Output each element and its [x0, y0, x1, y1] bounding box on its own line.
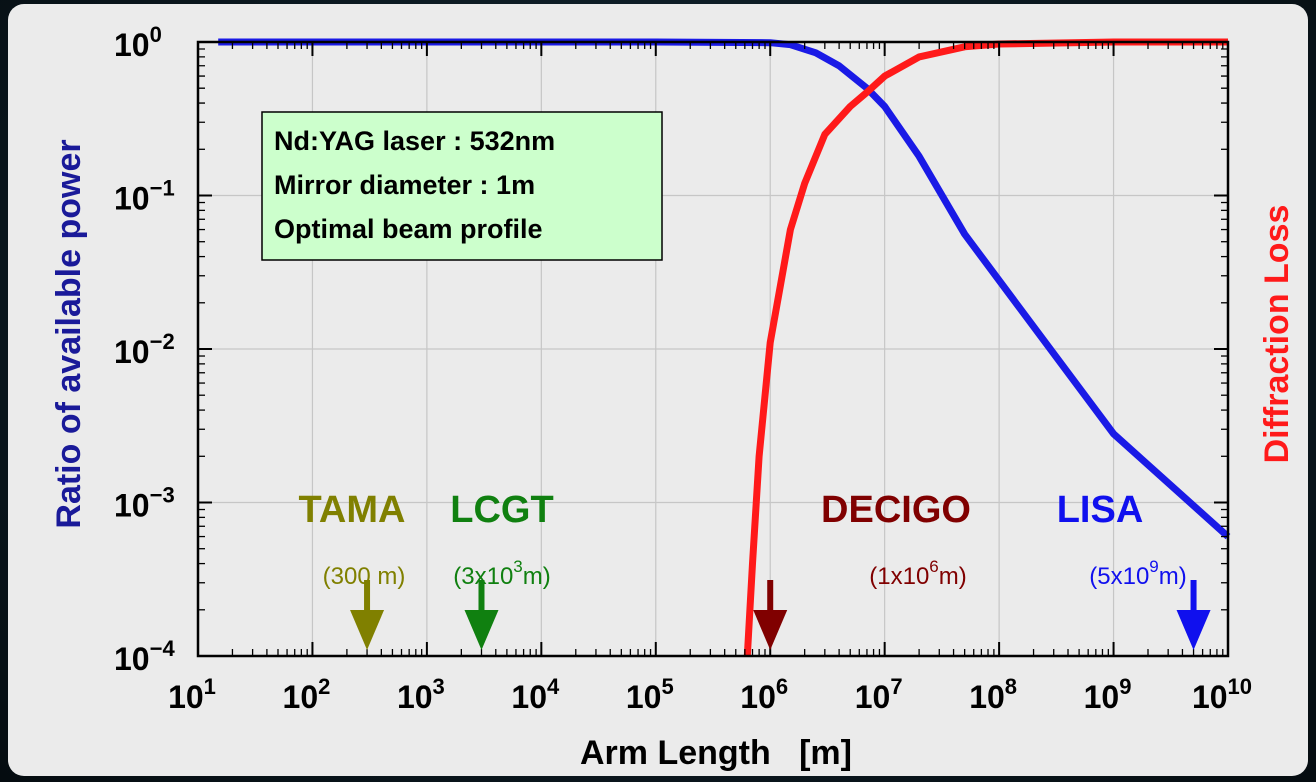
annotation-arrow-head [753, 610, 788, 650]
annotation-name: DECIGO [821, 489, 971, 531]
chart-svg: 101 102 103 104 105 106 107 108 109 1010 100 10−1 10… [50, 22, 1296, 772]
chart-panel: 101 102 103 104 105 106 107 108 109 1010 100 10−1 10… [8, 4, 1308, 776]
annotation-lisa: LISA (5x109m) [1057, 489, 1211, 650]
info-line-profile: Optimal beam profile [274, 214, 543, 244]
x-tick-label: 104 [511, 674, 560, 715]
annotation-sub: (3x103m) [453, 557, 551, 590]
x-tick-label: 1010 [1192, 674, 1252, 715]
x-tick-label: 107 [855, 674, 903, 715]
annotation-sub: (300 m) [323, 563, 406, 590]
annotation-arrow-head [464, 610, 499, 650]
x-axis-label: Arm Length [m] [580, 734, 852, 772]
y-tick-label: 10−2 [114, 329, 175, 370]
y-tick-label: 100 [114, 22, 162, 63]
y-tick-label: 10−1 [114, 176, 175, 217]
y-tick-label: 10−3 [114, 483, 175, 524]
info-box: Nd:YAG laser : 532nm Mirror diameter : 1… [261, 111, 663, 261]
x-tick-label: 109 [1084, 674, 1132, 715]
x-tick-label: 103 [397, 674, 445, 715]
annotation-arrow-head [1176, 610, 1211, 650]
y-axis-label-right: Diffraction Loss [1258, 205, 1296, 464]
annotations: TAMA (300 m) LCGT (3x103m) DECIGO (1x106m) LIS… [299, 489, 1211, 650]
y-tick-label: 10−4 [114, 636, 175, 677]
x-tick-label: 108 [969, 674, 1017, 715]
x-tick-label: 102 [283, 674, 331, 715]
annotation-tama: TAMA (300 m) [299, 489, 406, 650]
annotation-name: TAMA [299, 489, 406, 531]
annotation-sub: (1x106m) [869, 557, 967, 590]
y-axis-label-left: Ratio of available power [50, 139, 88, 528]
annotation-lcgt: LCGT (3x103m) [450, 489, 554, 650]
info-line-mirror: Mirror diameter : 1m [274, 170, 535, 200]
annotation-sub: (5x109m) [1089, 557, 1187, 590]
x-tick-label: 105 [626, 674, 674, 715]
annotation-arrow-head [350, 610, 385, 650]
annotation-name: LISA [1057, 489, 1144, 531]
annotation-name: LCGT [450, 489, 553, 531]
annotation-decigo: DECIGO (1x106m) [753, 489, 971, 650]
x-tick-label: 101 [168, 674, 216, 715]
info-line-laser: Nd:YAG laser : 532nm [274, 126, 555, 156]
x-tick-label: 106 [740, 674, 788, 715]
